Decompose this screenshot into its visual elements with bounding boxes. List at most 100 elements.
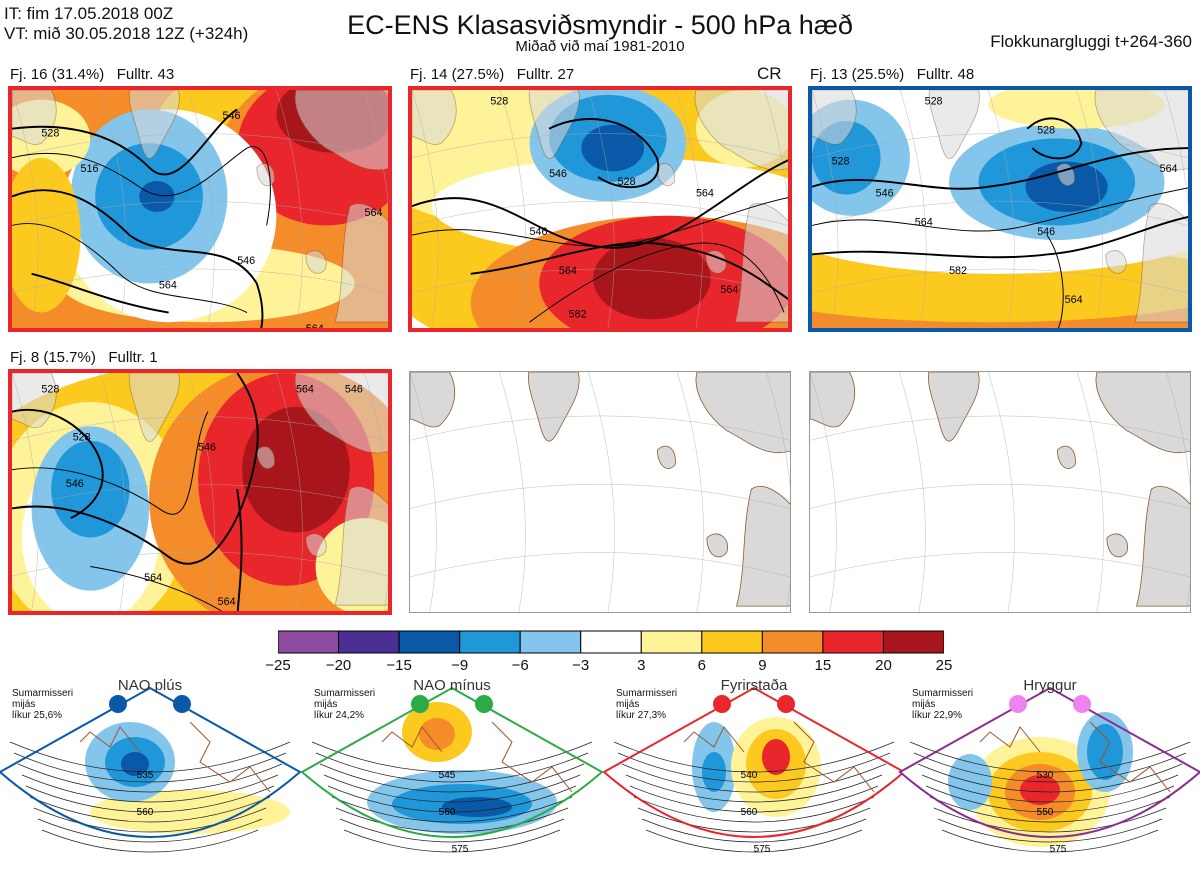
contour-line xyxy=(412,159,788,249)
map-1-canvas: 528 516 546 564 564 546 564 xyxy=(12,90,388,328)
regime-dot xyxy=(1073,695,1091,713)
contour-label: 564 xyxy=(1160,163,1178,175)
contour-line xyxy=(12,411,209,515)
regime-contour xyxy=(637,807,871,833)
map-5-canvas xyxy=(410,372,790,612)
colorbar xyxy=(278,630,944,654)
page-subtitle: Miðað við maí 1981-2010 xyxy=(515,38,685,55)
graticule-line xyxy=(987,372,1015,612)
fan-frame xyxy=(300,686,604,838)
graticule-line xyxy=(410,484,790,509)
graticule-line xyxy=(810,415,1190,441)
colorbar-tick-label: 15 xyxy=(814,657,832,674)
graticule-line xyxy=(364,90,388,328)
regime-contour xyxy=(37,818,263,843)
contour-label: 564 xyxy=(696,187,714,199)
graticule-line xyxy=(276,90,303,328)
regime-contour xyxy=(633,796,875,823)
regime-contour xyxy=(613,741,895,773)
regime-contour xyxy=(331,796,573,823)
regime-contour-label: 535 xyxy=(137,770,154,781)
regime-contour-label: 575 xyxy=(754,844,771,855)
contour-line xyxy=(412,197,788,247)
regime-title: Hryggur xyxy=(1023,677,1077,694)
contour-line xyxy=(90,566,223,611)
contour-label: 546 xyxy=(66,478,84,490)
contour-label: 528 xyxy=(618,176,636,188)
colorbar-swatch xyxy=(519,630,582,654)
graticule-line xyxy=(1166,372,1190,612)
map-2-canvas: 528 528 546 564 546 564 582 564 xyxy=(412,90,788,328)
regime-contour xyxy=(625,774,883,803)
contour-label: 528 xyxy=(925,96,943,108)
regime-title: Fyrirstaða xyxy=(720,677,788,694)
contour-label: 564 xyxy=(915,217,933,229)
regime-coastline xyxy=(979,721,1171,793)
contour-label: 582 xyxy=(569,308,587,320)
graticule-line xyxy=(1076,90,1103,328)
colorbar-swatch xyxy=(278,630,340,654)
contour-label: 546 xyxy=(530,226,548,238)
landmass xyxy=(334,203,388,323)
regime-dot xyxy=(777,695,795,713)
regime-contour-label: 575 xyxy=(452,844,469,855)
regime-contour xyxy=(41,829,259,853)
graticule-line xyxy=(412,268,788,294)
contour-line xyxy=(812,187,1188,232)
regime-contour xyxy=(33,807,267,833)
anomaly-area xyxy=(12,157,81,313)
contour-line xyxy=(1046,234,1064,328)
empty-map-5 xyxy=(409,371,791,613)
regime-contour xyxy=(25,785,275,813)
colorbar-swatch xyxy=(338,630,400,654)
landmass xyxy=(334,486,388,606)
landmass xyxy=(1056,445,1076,469)
regime-contour xyxy=(21,774,279,803)
regime-contour-label: 545 xyxy=(439,770,456,781)
graticule-line xyxy=(899,90,927,328)
regime-contour xyxy=(335,807,569,833)
contour-label: 546 xyxy=(876,187,894,199)
landmass xyxy=(928,372,980,442)
contour-line xyxy=(12,373,259,565)
contour-label: 564 xyxy=(144,572,162,584)
contour-label: 564 xyxy=(218,596,236,608)
cluster-map-1: 528 516 546 564 564 546 564 xyxy=(8,86,392,332)
graticule-line xyxy=(812,268,1188,294)
page-title: EC-ENS Klasasviðsmyndir - 500 hPa hæð xyxy=(347,10,853,40)
anomaly-area xyxy=(139,180,175,212)
regime-contour xyxy=(917,763,1183,793)
contour-label: 546 xyxy=(237,255,255,267)
contour-label: 564 xyxy=(296,383,314,395)
colorbar-swatch xyxy=(398,630,461,654)
regime-contour xyxy=(645,829,863,853)
landmass xyxy=(1105,250,1127,274)
regime-coastline xyxy=(683,721,875,793)
regime-contour xyxy=(339,818,565,843)
graticule-line xyxy=(276,373,303,611)
colorbar-swatch xyxy=(822,630,884,654)
graticule-line xyxy=(988,90,1015,328)
cluster-map-2: 528 528 546 564 546 564 582 564 xyxy=(408,86,792,332)
landmass xyxy=(305,533,327,557)
cluster-map-4: 528 528 546 546 564 564 564 546 xyxy=(8,369,392,615)
regime-contour-label: 560 xyxy=(439,807,456,818)
landmass xyxy=(128,373,180,442)
anomaly-area xyxy=(1025,161,1108,212)
landmass xyxy=(256,446,276,470)
regime-contour xyxy=(629,785,879,813)
contour-label: 564 xyxy=(720,284,738,296)
colorbar-tick-label: 20 xyxy=(875,657,892,674)
contour-label: 564 xyxy=(365,207,383,219)
regime-contour xyxy=(941,829,1159,853)
regime-note: Sumarmisseri mijás líkur 24,2% xyxy=(314,688,376,721)
regime-contour xyxy=(323,774,581,803)
contour-label: 546 xyxy=(345,383,363,395)
fan-frame xyxy=(0,686,302,838)
graticule-line xyxy=(12,133,388,158)
regime-fan-2: 545 560 575 xyxy=(300,686,604,855)
graticule-line xyxy=(412,133,788,158)
empty-map-6 xyxy=(809,371,1191,613)
contour-label: 528 xyxy=(41,383,59,395)
graticule-line xyxy=(410,552,790,578)
